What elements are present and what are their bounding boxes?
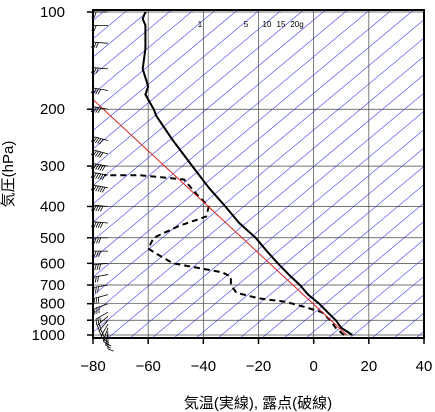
x-tick-label: −60 [135, 358, 160, 375]
x-axis-ticks: −80 −60 −40 −20 0 20 40 [80, 338, 432, 375]
dry-adiabat-line [393, 312, 424, 338]
dry-adiabat-line [239, 184, 424, 338]
y-tick-label: 400 [40, 198, 65, 215]
mixing-ratio-label: 1 [198, 20, 203, 29]
dry-adiabat-line [93, 10, 261, 150]
dry-adiabat-line [93, 10, 283, 168]
x-axis-title: 気温(実線), 露点(破線) [184, 395, 332, 412]
grid [92, 10, 425, 338]
wind-barb [92, 274, 109, 283]
dry-adiabat-line [327, 257, 424, 338]
dry-adiabat-line [93, 10, 239, 131]
wind-barb [90, 106, 109, 114]
dry-adiabat-line [93, 10, 129, 40]
x-tick-label: −40 [191, 358, 216, 375]
wind-barbs [90, 11, 114, 352]
dry-adiabat-line [93, 55, 424, 333]
wind-barb [94, 303, 109, 315]
dry-adiabat-line [151, 110, 424, 338]
y-tick-label: 900 [40, 312, 65, 329]
x-tick-label: −80 [80, 358, 105, 375]
x-tick-label: 20 [360, 358, 377, 375]
dry-adiabat-line [129, 92, 424, 338]
dry-adiabat-line [107, 74, 424, 338]
dry-adiabat-line [93, 10, 173, 76]
dry-adiabats [93, 0, 435, 348]
dry-adiabat-line [195, 147, 424, 338]
dry-adiabat-line [93, 37, 424, 315]
y-tick-label: 700 [40, 277, 65, 294]
wind-barb [91, 250, 109, 257]
wind-barb [95, 311, 109, 326]
x-tick-label: 40 [416, 358, 433, 375]
dry-adiabat-line [173, 129, 424, 338]
dry-adiabat-line [426, 0, 435, 348]
wind-barb [91, 204, 109, 212]
y-tick-label: 300 [40, 158, 65, 175]
data-series [93, 11, 353, 336]
dry-adiabat-line [217, 165, 424, 338]
parcel-path-line [93, 98, 348, 336]
dry-adiabat-line [283, 220, 424, 338]
dry-adiabat-line [261, 202, 424, 338]
mixing-ratio-label: 20g [290, 20, 303, 29]
dry-adiabat-line [349, 275, 424, 338]
wind-barb [91, 237, 109, 244]
dry-adiabat-line [93, 10, 415, 278]
dry-adiabat-line [93, 10, 349, 223]
dry-adiabat-line [93, 19, 424, 296]
dry-adiabat-line [93, 10, 305, 186]
temperature-line [141, 11, 353, 336]
y-axis-title: 気圧(hPa) [0, 141, 17, 208]
mixing-ratio-label: 10 [263, 20, 272, 29]
dry-adiabat-line [93, 10, 195, 95]
dry-adiabat-line [93, 10, 151, 58]
y-tick-label: 100 [40, 4, 65, 21]
x-tick-label: −20 [246, 358, 271, 375]
mixing-ratio-label: 5 [244, 20, 249, 29]
dry-adiabat-line [415, 330, 424, 338]
dry-adiabat-line [93, 10, 393, 260]
dewpoint-line [104, 174, 345, 336]
x-tick-label: 0 [309, 358, 317, 375]
y-tick-label: 600 [40, 255, 65, 272]
y-tick-label: 500 [40, 230, 65, 247]
dry-adiabat-line [305, 239, 424, 338]
y-tick-label: 800 [40, 296, 65, 313]
mixing-ratio-labels: 1 5 10 15 20g [198, 20, 304, 29]
dry-adiabat-line [93, 10, 217, 113]
y-tick-label: 1000 [32, 327, 65, 344]
mixing-ratio-label: 15 [277, 20, 286, 29]
dry-adiabat-line [93, 10, 327, 205]
y-tick-label: 200 [40, 101, 65, 118]
